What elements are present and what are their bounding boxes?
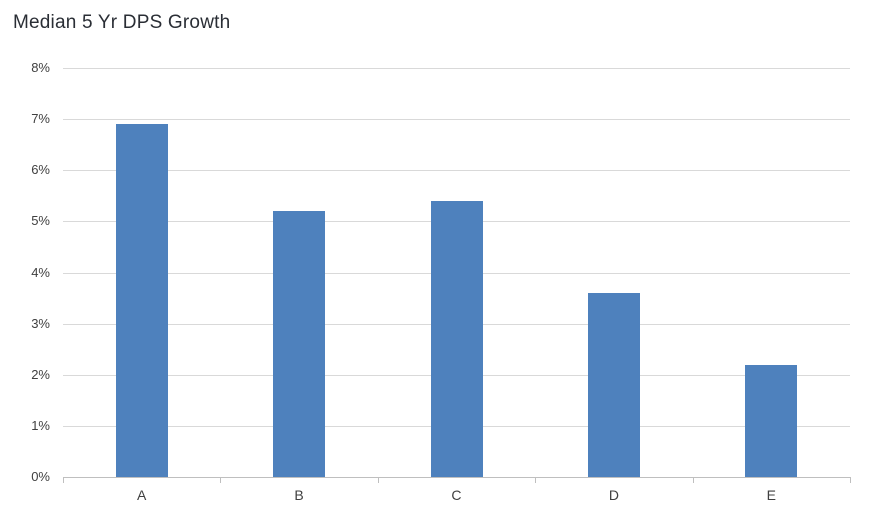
x-axis-tick	[63, 477, 64, 483]
y-gridline	[63, 119, 850, 121]
y-axis-tick-label: 8%	[31, 60, 50, 75]
x-axis-tick	[692, 477, 694, 483]
y-axis-tick-label: 7%	[31, 111, 50, 127]
y-axis-tick-label: 1%	[31, 417, 50, 433]
bar-d	[587, 292, 640, 477]
bar-e	[745, 364, 798, 477]
y-axis-tick-label: 0%	[31, 469, 50, 484]
x-axis-tick	[535, 477, 537, 483]
x-axis-category-label: B	[294, 487, 304, 503]
y-axis-tick-label: 3%	[31, 315, 50, 331]
bar-a	[115, 124, 168, 477]
x-axis-line	[63, 477, 851, 478]
bar-b	[273, 211, 326, 477]
x-axis-category-label: C	[451, 487, 462, 503]
y-axis-tick-label: 2%	[31, 366, 50, 382]
bar-c	[430, 200, 483, 477]
x-axis-tick	[220, 477, 222, 483]
x-axis-category-label: E	[766, 487, 776, 503]
x-axis-tick	[377, 477, 379, 483]
x-axis-tick	[850, 477, 851, 483]
y-axis-tick-label: 5%	[31, 213, 50, 229]
y-axis-tick-label: 4%	[31, 264, 50, 280]
x-axis-category-label: D	[608, 487, 619, 503]
y-axis-tick-label: 6%	[31, 162, 50, 178]
x-axis-category-label: A	[137, 487, 147, 503]
y-gridline	[63, 68, 850, 69]
chart-title: Median 5 Yr DPS Growth	[13, 12, 231, 33]
y-gridline	[63, 170, 850, 172]
